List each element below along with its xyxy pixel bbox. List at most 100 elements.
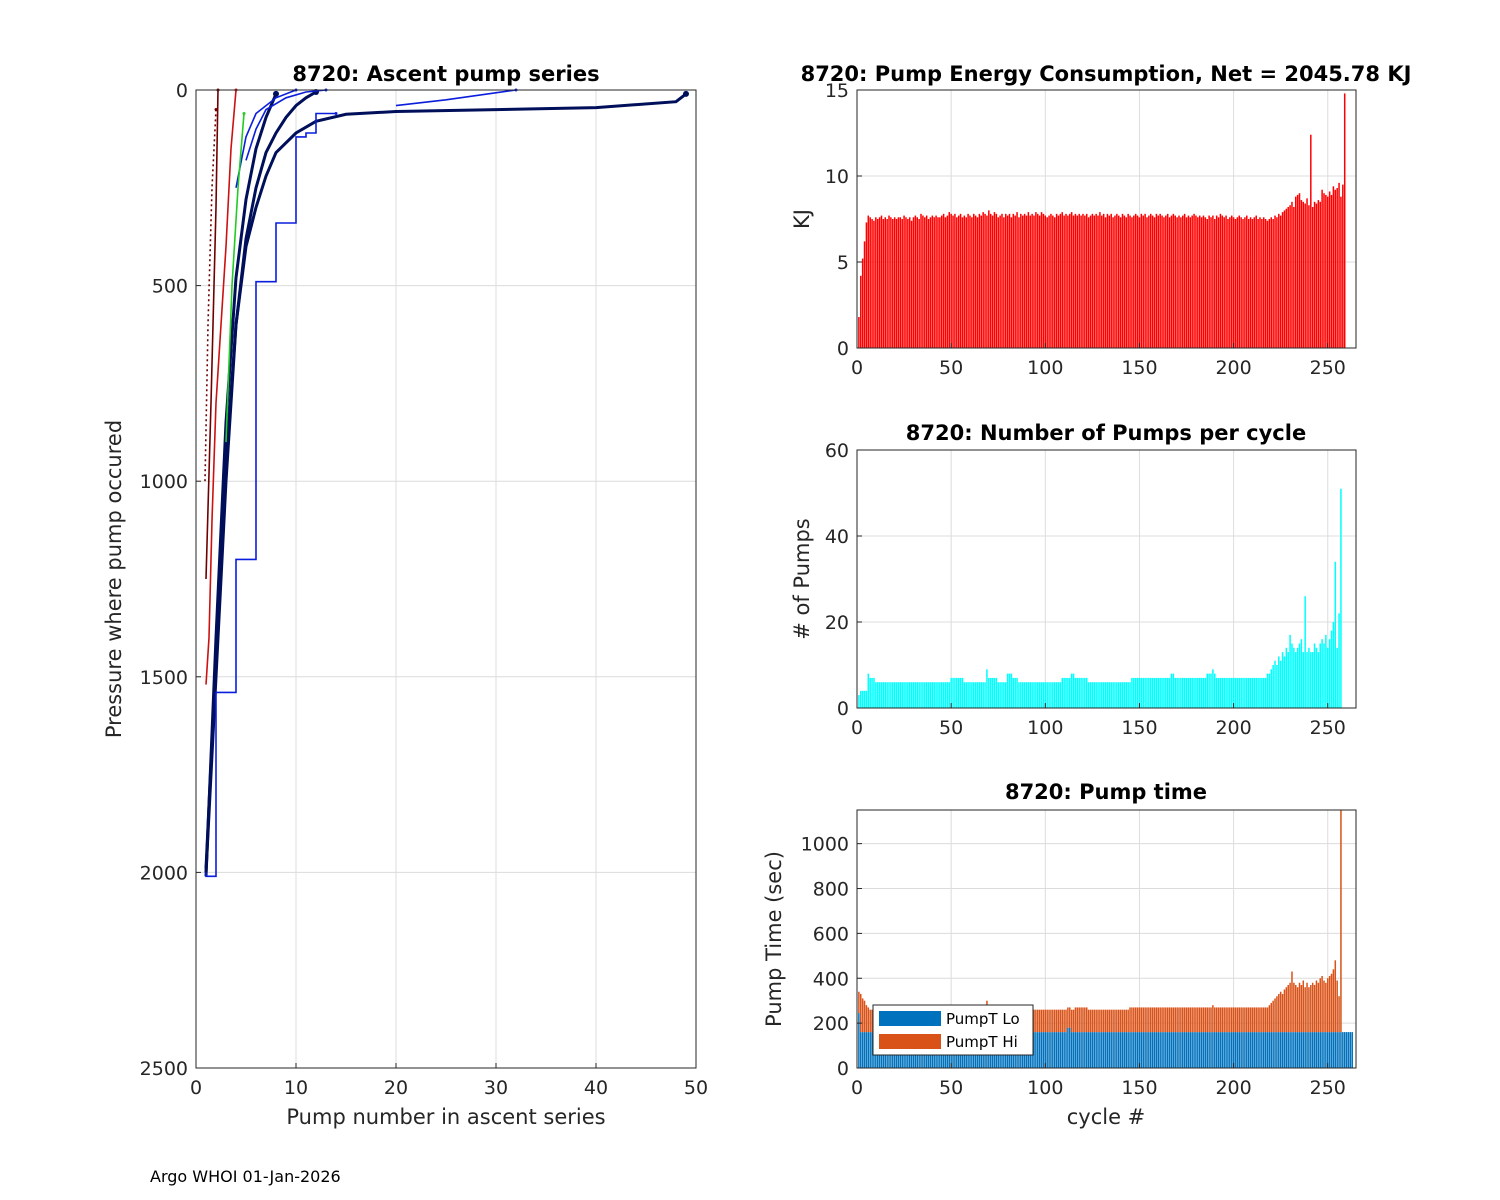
pumptime-bar-hi	[1311, 982, 1314, 1033]
energy-bar	[925, 215, 928, 348]
energy-bar	[1037, 213, 1039, 348]
pumptime-bar-hi	[1084, 1007, 1086, 1033]
energy-bar	[1014, 215, 1016, 348]
pumps-bar	[1006, 673, 1009, 708]
pumptime-bar-lo	[1089, 1032, 1092, 1068]
energy-bar	[1148, 215, 1150, 348]
energy-bar	[1208, 215, 1210, 348]
pumptime-bar-hi	[1161, 1007, 1163, 1033]
energy-bar	[1089, 215, 1092, 348]
ascent-ytick-label: 1500	[140, 667, 188, 689]
energy-bar	[890, 217, 892, 348]
pumps-bar	[1330, 630, 1333, 708]
energy-bar	[882, 219, 885, 348]
pumptime-bar-lo	[1232, 1032, 1235, 1068]
energy-bar	[1268, 219, 1271, 348]
energy-bar	[1138, 217, 1141, 348]
pumptime-bar-lo	[1074, 1032, 1077, 1068]
pumps-xtick-label: 50	[939, 717, 963, 739]
energy-bar	[920, 213, 922, 348]
pumps-bar	[907, 682, 909, 708]
pumps-bar	[993, 677, 996, 708]
pumptime-bar-lo	[1345, 1032, 1348, 1068]
legend-swatch-pumpt-lo	[879, 1011, 941, 1026]
pumps-bar	[1251, 677, 1254, 708]
pumps-bar	[1084, 677, 1086, 708]
pumptime-bar-lo	[1281, 1032, 1284, 1068]
energy-bar	[1328, 191, 1331, 348]
energy-bar	[914, 215, 917, 348]
pumps-bar	[1206, 673, 1208, 708]
pumptime-bar-hi	[1151, 1007, 1154, 1033]
pumps-bar	[875, 682, 877, 708]
ascent-xtick-label: 10	[284, 1077, 308, 1099]
pumptime-bar-lo	[1247, 1032, 1250, 1068]
pumps-bar	[865, 690, 868, 708]
energy-bar	[1319, 201, 1321, 348]
pumptime-bar-hi	[1214, 1007, 1216, 1033]
pumptime-bar-lo	[1227, 1032, 1229, 1068]
pumps-bar	[1253, 677, 1256, 708]
energy-bar	[939, 217, 941, 348]
pumptime-bar-lo	[1117, 1032, 1120, 1068]
pumptime-bar-lo	[1274, 1032, 1276, 1068]
energy-bar	[888, 215, 890, 348]
ascent-endpoint	[214, 108, 218, 112]
energy-bar	[1217, 217, 1220, 348]
pumps-bar	[1212, 669, 1214, 708]
energy-bar	[986, 215, 988, 348]
ascent-ylabel: Pressure where pump occured	[102, 420, 126, 738]
pumptime-bar-lo	[1080, 1032, 1082, 1068]
pumptime-bar-lo	[1219, 1032, 1222, 1068]
pumptime-bar-lo	[1078, 1032, 1080, 1068]
energy-bar	[1342, 184, 1344, 348]
pumptime-bar-hi	[1044, 1009, 1047, 1033]
energy-bar	[1310, 134, 1312, 348]
pumptime-ytick-label: 1000	[801, 834, 849, 856]
pumptime-frame	[856, 809, 1357, 1069]
pumps-bar	[1208, 673, 1210, 708]
pumptime-bar-hi	[1146, 1007, 1148, 1033]
pumptime-bar-hi	[1221, 1007, 1224, 1033]
pumptime-bar-lo	[1236, 1032, 1239, 1068]
pumps-bar	[1310, 652, 1312, 708]
pumps-bar	[1172, 673, 1175, 708]
ascent-line-typical-ascent-a	[204, 90, 317, 869]
pumptime-bar-lo	[1053, 1032, 1056, 1068]
pumptime-bar-hi	[1110, 1009, 1112, 1033]
energy-bar	[1061, 212, 1064, 348]
pumptime-bar-hi	[1153, 1007, 1156, 1033]
pumptime-axes: 8720: Pump time 0 50 100 150 200 250 0 200 400 60…	[762, 780, 1357, 1129]
ascent-xtick-label: 20	[384, 1077, 408, 1099]
pumptime-bar-lo	[1057, 1032, 1060, 1068]
energy-bar	[933, 217, 935, 348]
pumptime-bar-lo	[858, 1013, 860, 1068]
energy-bar	[1232, 217, 1235, 348]
pumptime-bar-lo	[1040, 1032, 1043, 1068]
pumps-bar	[1138, 677, 1141, 708]
pumptime-bar-lo	[1168, 1032, 1171, 1068]
pumptime-bar-hi	[1070, 1009, 1073, 1033]
pumptime-bar-lo	[1321, 1032, 1323, 1068]
energy-bar	[1063, 215, 1065, 348]
pumps-bar	[954, 677, 956, 708]
energy-bar	[1106, 213, 1109, 348]
pumptime-bar-hi	[1279, 991, 1282, 1033]
pumptime-bar-lo	[1155, 1032, 1158, 1068]
pumptime-bar-lo	[1044, 1032, 1047, 1068]
pumps-bar	[1262, 677, 1265, 708]
pumps-bar	[1155, 677, 1158, 708]
pumps-bar	[888, 682, 890, 708]
pumps-bar	[950, 677, 952, 708]
pumptime-bar-lo	[1328, 1032, 1331, 1068]
pumps-bar	[895, 682, 898, 708]
pumptime-bar-hi	[1099, 1009, 1101, 1033]
energy-bar	[1296, 194, 1299, 348]
pumptime-bar-hi	[1102, 1009, 1105, 1033]
energy-bar	[1117, 215, 1120, 348]
pumptime-bar-lo	[1063, 1032, 1065, 1068]
pumptime-bar-lo	[1101, 1032, 1103, 1068]
pumps-bar	[1285, 647, 1288, 708]
pumptime-bar-lo	[869, 1032, 871, 1068]
pumptime-bar-hi	[1172, 1007, 1175, 1033]
